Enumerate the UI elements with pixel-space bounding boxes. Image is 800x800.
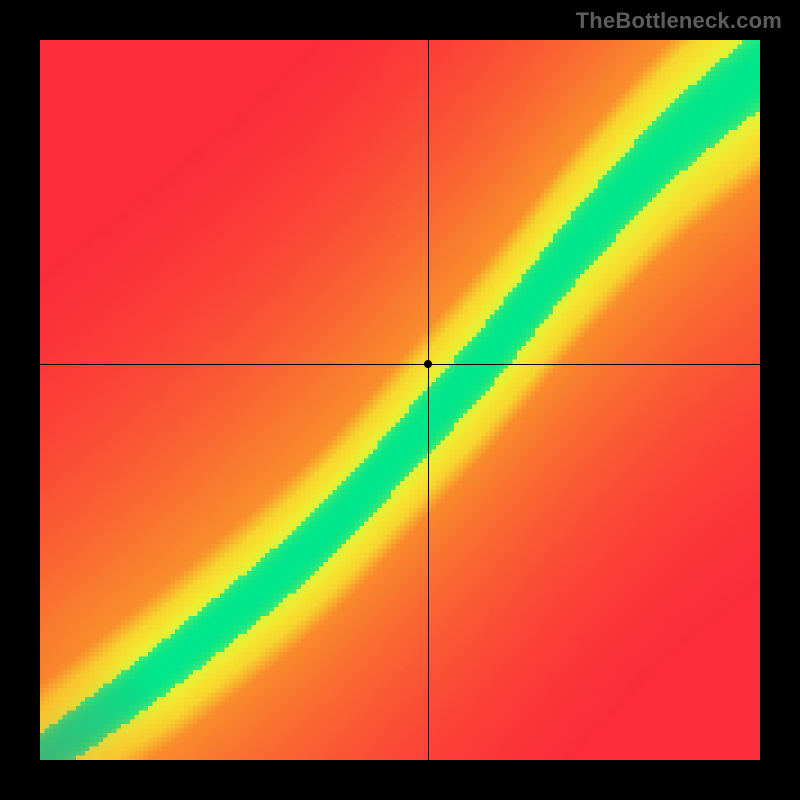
chart-frame: TheBottleneck.com [0,0,800,800]
heatmap-plot [40,40,760,760]
heatmap-canvas [40,40,760,760]
watermark-text: TheBottleneck.com [576,8,782,34]
